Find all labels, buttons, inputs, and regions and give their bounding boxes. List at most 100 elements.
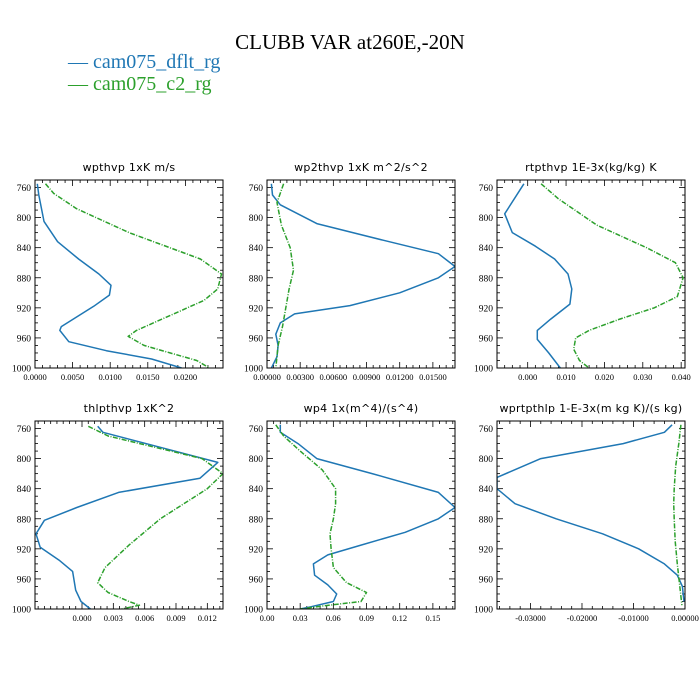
y-tick-label: 960 — [479, 575, 494, 585]
y-tick-label: 1000 — [474, 606, 493, 616]
x-tick-label: 0.00000 — [253, 372, 281, 382]
x-tick-label: -0.03000 — [515, 613, 545, 623]
x-tick-label: 0.03 — [293, 613, 308, 623]
series-line-dflt — [503, 183, 573, 368]
x-tick-label: 0.009 — [166, 613, 185, 623]
x-tick-label: 0.000 — [518, 372, 537, 382]
panel-title: rtpthvp 1E-3x(kg/kg) K — [525, 161, 657, 174]
y-tick-label: 880 — [249, 274, 264, 284]
x-tick-label: 0.006 — [135, 613, 154, 623]
x-tick-label: 0.0100 — [99, 372, 122, 382]
plot-frame — [496, 179, 686, 369]
figure-title: CLUBB VAR at260E,-20N — [235, 30, 465, 54]
y-tick-label: 1000 — [12, 365, 31, 375]
x-tick-label: 0.00 — [260, 613, 275, 623]
x-tick-label: 0.00900 — [353, 372, 381, 382]
y-tick-label: 840 — [479, 244, 494, 254]
x-tick-label: 0.01500 — [419, 372, 447, 382]
y-tick-label: 920 — [17, 304, 32, 314]
x-tick-label: 0.00000 — [671, 613, 699, 623]
plot-frame — [266, 420, 456, 610]
series-line-dflt — [279, 424, 455, 609]
series-line-c2 — [87, 425, 223, 609]
y-tick-label: 800 — [17, 214, 32, 224]
x-tick-label: 0.0050 — [61, 372, 84, 382]
y-tick-label: 960 — [17, 334, 32, 344]
y-tick-label: 1000 — [12, 606, 31, 616]
y-tick-label: 1000 — [244, 365, 263, 375]
y-tick-label: 760 — [479, 425, 494, 435]
x-tick-label: 0.15 — [425, 613, 440, 623]
x-tick-label: 0.0150 — [136, 372, 159, 382]
panel-title: wprtpthlp 1-E-3x(m kg K)/(s kg) — [499, 402, 682, 415]
y-tick-label: 840 — [249, 244, 264, 254]
x-tick-label: 0.030 — [633, 372, 652, 382]
y-tick-label: 960 — [17, 575, 32, 585]
y-tick-label: 1000 — [244, 606, 263, 616]
panel-title: wp2thvp 1xK m^2/s^2 — [294, 161, 428, 174]
panel-2: wp2thvp 1xK m^2/s^2 760 800 840 880 920 960 100… — [244, 161, 456, 382]
series-line-c2 — [44, 183, 223, 368]
series-line-dflt — [270, 183, 455, 368]
y-tick-label: 920 — [17, 545, 32, 555]
y-tick-label: 920 — [249, 545, 264, 555]
y-tick-label: 760 — [249, 425, 264, 435]
y-tick-label: 920 — [249, 304, 264, 314]
y-tick-label: 840 — [17, 244, 32, 254]
y-tick-label: 760 — [17, 425, 32, 435]
panel-1: wpthvp 1xK m/s76080084088092096010000.00… — [12, 161, 224, 382]
x-tick-label: 0.0000 — [23, 372, 46, 382]
panel-title: thlpthvp 1xK^2 — [84, 402, 175, 415]
x-tick-label: 0.010 — [556, 372, 575, 382]
x-tick-label: 0.06 — [326, 613, 341, 623]
x-tick-label: 0.0200 — [174, 372, 197, 382]
y-tick-label: 960 — [249, 575, 264, 585]
y-tick-label: 920 — [479, 545, 494, 555]
y-tick-label: 920 — [479, 304, 494, 314]
y-tick-label: 880 — [479, 274, 494, 284]
x-tick-label: 0.00300 — [286, 372, 314, 382]
series-line-dflt — [36, 183, 182, 368]
panel-5: wp4 1x(m^4)/(s^4)76080084088092096010000… — [244, 402, 456, 623]
x-tick-label: 0.012 — [198, 613, 217, 623]
x-tick-label: 0.020 — [595, 372, 614, 382]
legend-entry-c2: — cam075_c2_rg — [67, 73, 212, 95]
series-line-dflt — [35, 425, 219, 609]
x-tick-label: -0.01000 — [618, 613, 648, 623]
y-tick-label: 880 — [479, 515, 494, 525]
y-tick-label: 800 — [479, 214, 494, 224]
y-tick-label: 800 — [479, 455, 494, 465]
y-tick-label: 960 — [249, 334, 264, 344]
x-tick-label: 0.12 — [392, 613, 407, 623]
series-line-c2 — [672, 424, 683, 606]
y-tick-label: 840 — [249, 485, 264, 495]
x-tick-label: 0.00600 — [320, 372, 348, 382]
series-line-c2 — [275, 183, 295, 368]
x-tick-label: 0.01200 — [386, 372, 414, 382]
y-tick-label: 880 — [249, 515, 264, 525]
plot-frame — [34, 420, 224, 610]
y-tick-label: 760 — [479, 184, 494, 194]
y-tick-label: 840 — [17, 485, 32, 495]
plot-frame — [34, 179, 224, 369]
y-tick-label: 840 — [479, 485, 494, 495]
y-tick-label: 880 — [17, 515, 32, 525]
x-tick-label: -0.02000 — [567, 613, 597, 623]
plot-frame — [496, 420, 686, 610]
y-tick-label: 760 — [249, 184, 264, 194]
panel-3: rtpthvp 1E-3x(kg/kg) K 760 800 840 880 920 960… — [474, 161, 691, 382]
x-tick-label: 0.040 — [672, 372, 691, 382]
x-tick-label: 0.000 — [72, 613, 91, 623]
legend-entry-dflt: — cam075_dflt_rg — [67, 51, 220, 73]
series-line-dflt — [497, 424, 685, 602]
panel-4: thlpthvp 1xK^2 760 800 840 880 920 960 1000 0.00… — [12, 402, 224, 623]
series-line-c2 — [275, 424, 368, 609]
x-tick-label: 0.09 — [359, 613, 374, 623]
y-tick-label: 800 — [249, 214, 264, 224]
y-tick-label: 800 — [17, 455, 32, 465]
x-tick-label: 0.003 — [104, 613, 123, 623]
y-tick-label: 960 — [479, 334, 494, 344]
panel-title: wpthvp 1xK m/s — [83, 161, 176, 174]
panels-container: wpthvp 1xK m/s76080084088092096010000.00… — [12, 161, 699, 623]
